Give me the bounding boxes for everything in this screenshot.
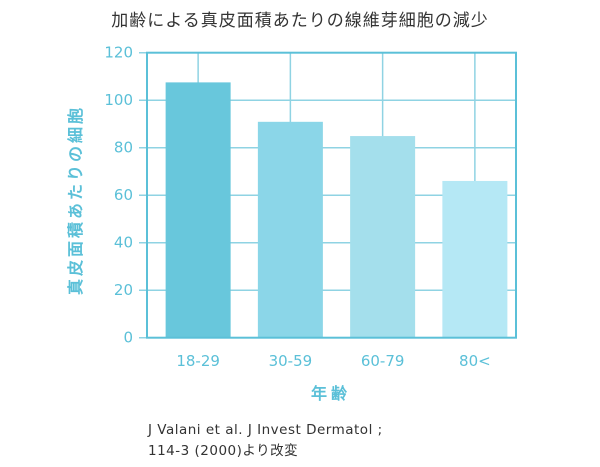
plot-frame [146, 51, 517, 339]
y-tick-label: 80 [114, 139, 133, 157]
citation-line-2: 114-3 (2000)より改変 [148, 443, 299, 459]
citation-line-1: J Valani et al. J Invest Dermatol ; [148, 422, 383, 438]
y-tick-label: 20 [114, 281, 133, 299]
x-tick-label: 80< [459, 352, 491, 370]
y-tick-label: 100 [104, 91, 133, 109]
y-tick-label: 60 [114, 186, 133, 204]
x-tick-label: 18-29 [176, 352, 220, 370]
x-axis-label: 年齢 [310, 384, 352, 403]
bar-80< [442, 180, 508, 338]
bar-18-29 [165, 82, 231, 338]
chart-title: 加齢による真皮面積あたりの線維芽細胞の減少 [111, 11, 489, 31]
y-tick-label: 120 [104, 44, 133, 62]
y-tick-label: 40 [114, 234, 133, 252]
bar-30-59 [257, 121, 323, 338]
bar-60-79 [350, 136, 416, 338]
citation: J Valani et al. J Invest Dermatol ; 114-… [148, 420, 383, 462]
x-tick-label: 30-59 [269, 352, 313, 370]
y-tick-label: 0 [123, 329, 133, 347]
x-tick-label: 60-79 [361, 352, 405, 370]
